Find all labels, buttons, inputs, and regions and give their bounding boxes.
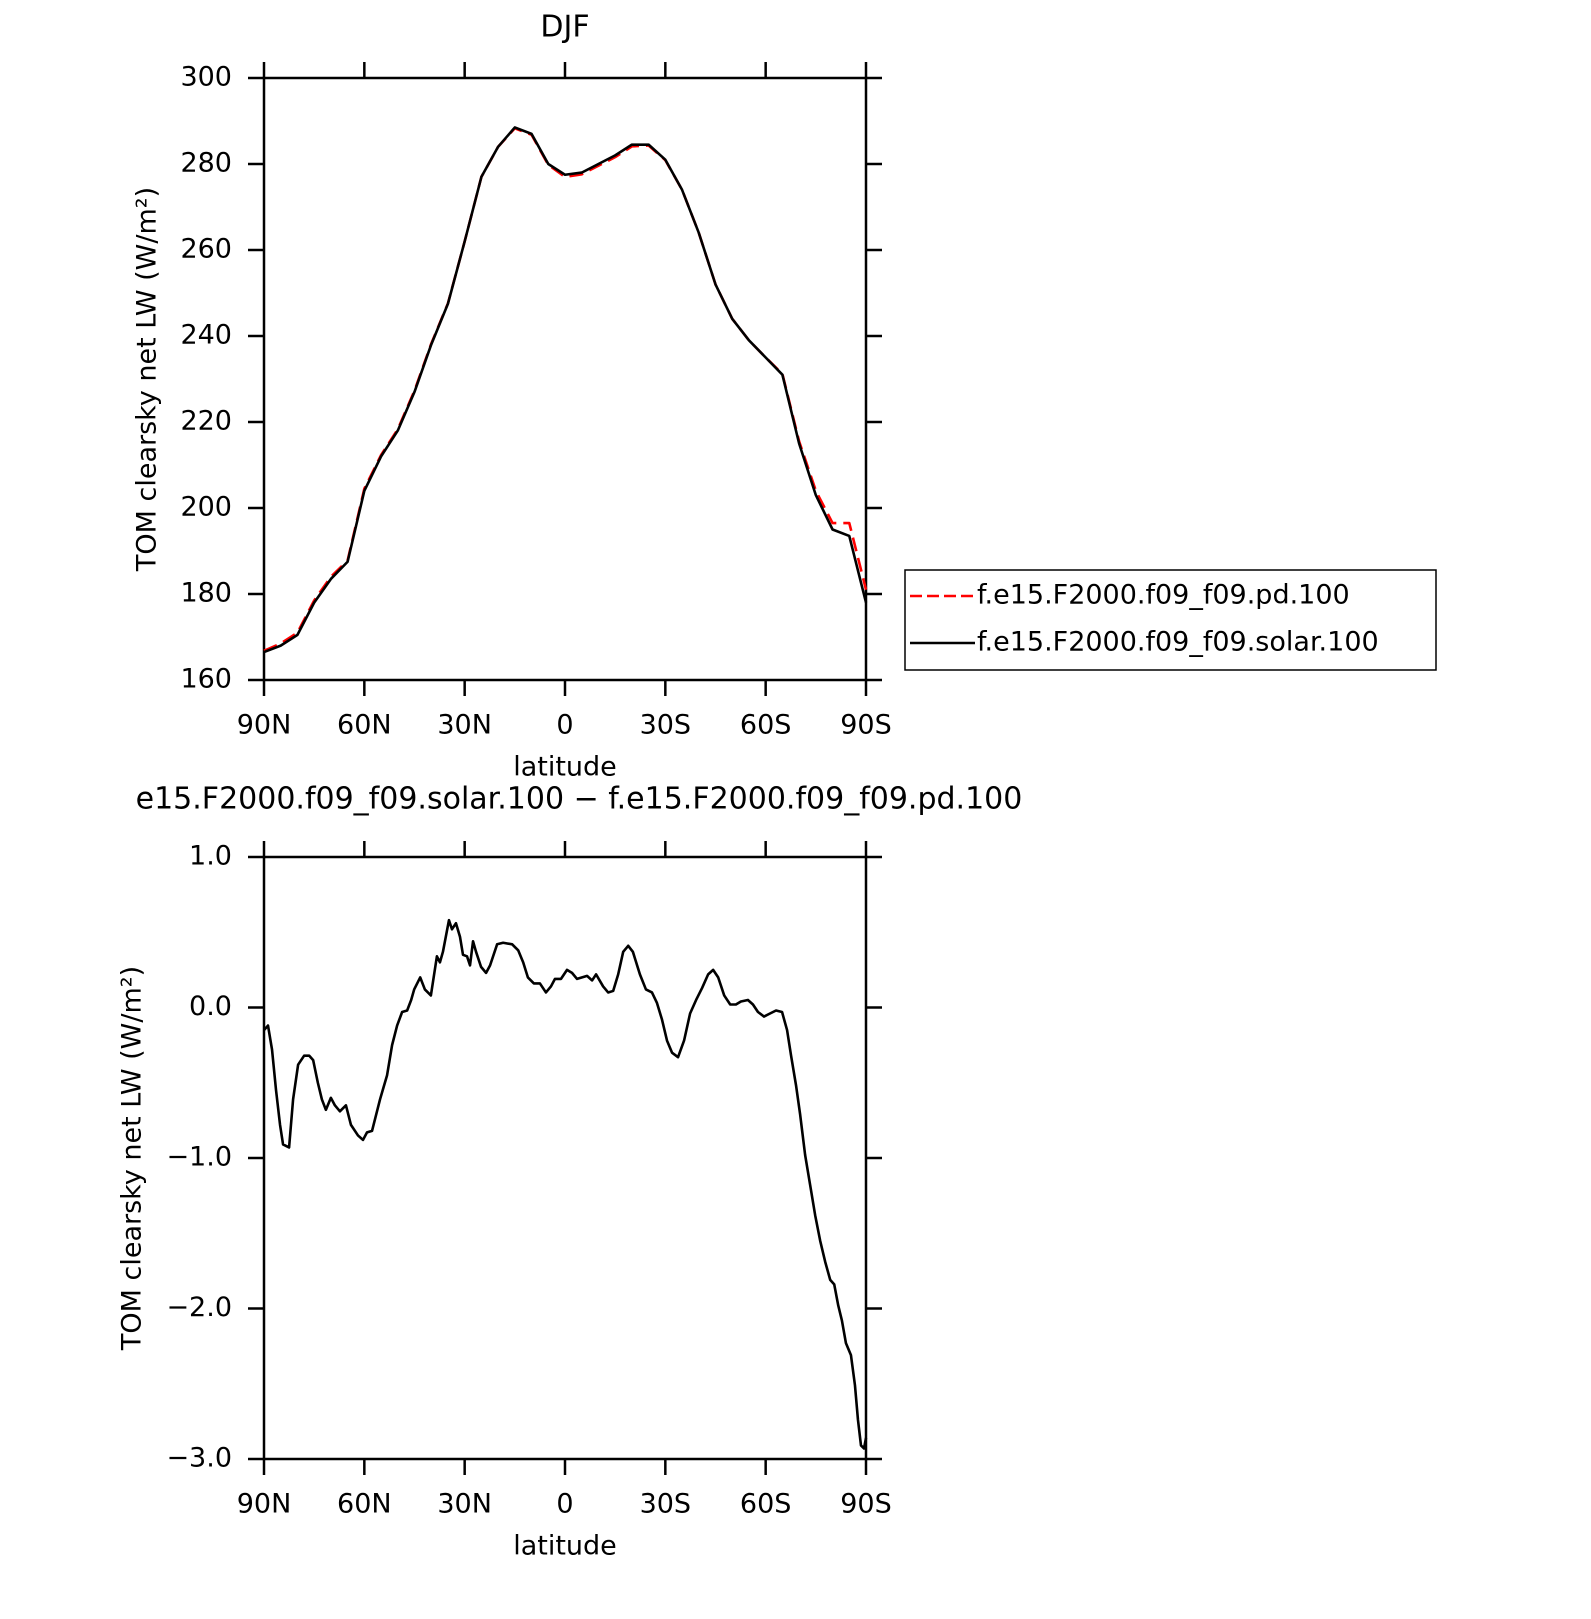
y-tick-label: −3.0 [166, 1443, 232, 1474]
y-axis-label: TOM clearsky net LW (W/m²) [117, 966, 148, 1351]
x-tick-label: 60N [337, 710, 392, 741]
y-tick-label: 180 [180, 578, 232, 609]
x-tick-label: 60N [337, 1489, 392, 1520]
y-tick-label: 160 [180, 664, 232, 695]
x-tick-label: 30N [437, 710, 492, 741]
y-tick-label: 1.0 [189, 841, 232, 872]
chart-title: e15.F2000.f09_f09.solar.100 − f.e15.F200… [136, 782, 1023, 817]
x-tick-label: 30S [640, 710, 692, 741]
x-tick-label: 60S [740, 1489, 792, 1520]
x-axis-label: latitude [513, 752, 617, 783]
data-line [263, 918, 868, 1450]
y-tick-label: 200 [180, 492, 232, 523]
y-tick-label: 300 [180, 62, 232, 93]
y-tick-label: 220 [180, 406, 232, 437]
legend-box [904, 569, 1437, 671]
data-line [263, 126, 868, 654]
x-tick-label: 30S [640, 1489, 692, 1520]
x-tick-label: 90S [840, 710, 892, 741]
y-tick-label: −2.0 [166, 1292, 232, 1323]
plot-frame [262, 76, 868, 682]
x-tick-label: 90S [840, 1489, 892, 1520]
x-axis-label: latitude [513, 1531, 617, 1562]
x-tick-label: 30N [437, 1489, 492, 1520]
x-tick-label: 0 [556, 710, 573, 741]
chart-title: DJF [540, 10, 589, 45]
y-tick-label: 0.0 [189, 991, 232, 1022]
legend-label: f.e15.F2000.f09_f09.solar.100 [977, 627, 1379, 658]
x-tick-label: 60S [740, 710, 792, 741]
y-tick-label: 260 [180, 234, 232, 265]
y-tick-label: 240 [180, 320, 232, 351]
data-line [263, 127, 868, 652]
plot-frame [262, 855, 868, 1461]
x-tick-label: 0 [556, 1489, 573, 1520]
x-tick-label: 90N [237, 710, 292, 741]
y-axis-label: TOM clearsky net LW (W/m²) [132, 187, 163, 572]
x-tick-label: 90N [237, 1489, 292, 1520]
y-tick-label: −1.0 [166, 1142, 232, 1173]
legend-label: f.e15.F2000.f09_f09.pd.100 [977, 580, 1350, 611]
y-tick-label: 280 [180, 148, 232, 179]
